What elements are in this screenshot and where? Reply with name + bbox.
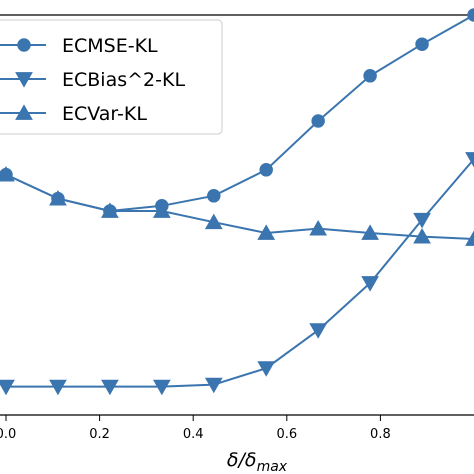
x-tick-label: 0.8 <box>370 427 391 442</box>
data-point-ecvar-kl <box>361 224 379 240</box>
data-point-ecbias-2-kl <box>465 152 474 168</box>
series-lines <box>5 14 474 388</box>
data-point-ecbias-2-kl <box>101 379 119 396</box>
legend-box <box>0 19 223 135</box>
data-point-ecbias-2-kl <box>257 361 276 377</box>
data-point-ecbias-2-kl <box>309 323 328 339</box>
legend-marker-ecbias-2-kl <box>15 72 33 88</box>
legend-label-ecmse-kl: ECMSE-KL <box>62 35 158 57</box>
data-point-ecmse-kl <box>259 163 273 177</box>
data-point-ecvar-kl <box>49 189 67 206</box>
data-point-ecbias-2-kl <box>152 379 171 396</box>
data-point-ecbias-2-kl <box>204 377 223 394</box>
data-point-ecmse-kl <box>415 37 429 51</box>
data-point-ecvar-kl <box>465 230 474 246</box>
x-tick-label: 0.2 <box>89 427 110 442</box>
data-point-ecvar-kl <box>152 202 171 218</box>
legend-label-ecbias-2-kl: ECBias^2-KL <box>62 69 185 91</box>
x-tick-label: 0.0 <box>0 427 16 442</box>
x-axis-ticks: 0.0 0.2 0.4 0.6 0.8 <box>0 415 391 442</box>
data-point-ecbias-2-kl <box>413 212 431 229</box>
plot-frame <box>0 14 474 416</box>
data-point-ecmse-kl <box>207 189 221 203</box>
series-markers <box>0 8 474 396</box>
data-point-ecbias-2-kl <box>361 276 379 292</box>
x-tick-label: 0.6 <box>276 427 297 442</box>
series-line-ecbias-2-kl <box>6 158 474 388</box>
data-point-ecmse-kl <box>467 8 474 22</box>
data-point-ecvar-kl <box>413 227 431 244</box>
data-point-ecvar-kl <box>204 213 223 230</box>
x-axis-title: δ/δmax <box>227 449 288 474</box>
series-line-ecvar-kl <box>5 173 474 240</box>
data-point-ecmse-kl <box>363 69 377 83</box>
data-point-ecvar-kl <box>257 224 276 240</box>
data-point-ecvar-kl <box>101 202 119 218</box>
x-axis-title-main: δ/δ <box>227 449 257 471</box>
data-point-ecbias-2-kl <box>0 379 15 396</box>
data-point-ecmse-kl <box>311 114 325 128</box>
legend-label-ecvar-kl: ECVar-KL <box>62 103 147 125</box>
data-point-ecvar-kl <box>309 219 328 236</box>
data-point-ecvar-kl <box>0 165 15 182</box>
x-tick-label: 0.4 <box>183 427 204 442</box>
legend: ECMSE-KL ECBias^2-KL ECVar-KL <box>0 19 223 135</box>
legend-marker-ecmse-kl <box>17 38 31 52</box>
x-axis-title-subscript: max <box>257 459 288 474</box>
legend-marker-ecvar-kl <box>15 104 33 120</box>
data-point-ecbias-2-kl <box>49 379 67 396</box>
